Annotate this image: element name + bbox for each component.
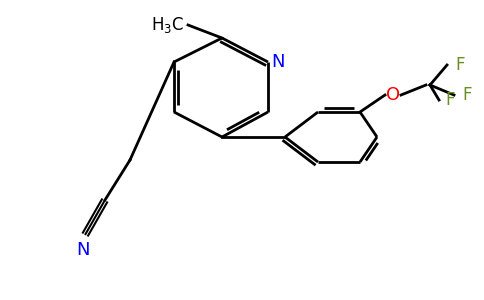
- Text: F: F: [445, 91, 454, 109]
- Text: H$_3$C: H$_3$C: [151, 15, 184, 35]
- Text: F: F: [462, 86, 471, 104]
- Text: F: F: [455, 56, 465, 74]
- Text: O: O: [386, 86, 400, 104]
- Text: N: N: [271, 53, 285, 71]
- Text: N: N: [76, 241, 90, 259]
